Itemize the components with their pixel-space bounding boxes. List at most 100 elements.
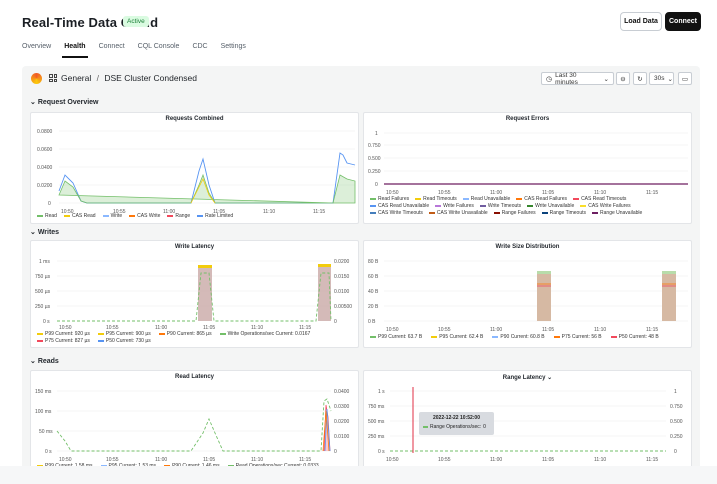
section-title: Writes	[37, 229, 60, 236]
svg-text:0.0300: 0.0300	[334, 404, 350, 410]
refresh-button[interactable]: ↻	[633, 72, 647, 85]
panel-write-size-distribution[interactable]: Write Size Distribution 80 B 60 B 40 B 2…	[363, 240, 692, 348]
chevron-down-icon[interactable]: ⌄	[547, 375, 553, 381]
legend-item[interactable]: Read Timeouts	[415, 196, 457, 202]
grafana-logo-icon[interactable]	[31, 73, 42, 84]
refresh-interval-label: 30s	[654, 75, 665, 82]
panel-write-latency[interactable]: Write Latency 1 ms 750 µs 500 µs 250 µs …	[30, 240, 359, 348]
x-tick: 11:10	[263, 209, 275, 215]
time-range-picker[interactable]: ◷ Last 30 minutes ⌄	[541, 72, 614, 86]
panel-request-errors[interactable]: Request Errors 1 0.750 0.500 0.250 0 10:…	[363, 112, 692, 224]
breadcrumb-folder[interactable]: General	[61, 73, 92, 83]
read-ops-line	[56, 398, 332, 452]
tab-connect[interactable]: Connect	[98, 43, 125, 50]
panel-title: Request Errors	[505, 116, 550, 122]
svg-text:11:15: 11:15	[646, 457, 658, 463]
legend: Read CAS Read Write CAS Write Range Rate…	[37, 213, 233, 219]
svg-text:11:05: 11:05	[203, 457, 215, 463]
tooltip-series: Range Operations/sec:	[430, 424, 482, 430]
tv-mode-button[interactable]: ▭	[678, 72, 692, 85]
legend-item[interactable]: CAS Read Unavailable	[370, 203, 429, 209]
legend-item[interactable]: P75 Current: 827 µs	[37, 338, 90, 344]
load-data-button[interactable]: Load Data	[620, 12, 662, 31]
legend-item[interactable]: CAS Write	[129, 213, 160, 219]
legend-item[interactable]: P50 Current: 48 B	[610, 334, 659, 340]
panel-title: Write Latency	[174, 244, 215, 250]
connect-button[interactable]: Connect	[665, 12, 701, 31]
legend-item[interactable]: CAS Read Timeouts	[573, 196, 626, 202]
svg-text:11:10: 11:10	[251, 325, 263, 331]
y-tick: 0	[48, 201, 51, 207]
section-reads[interactable]: ⌄ Reads	[30, 358, 59, 365]
request-errors-chart: 1 0.750 0.500 0.250 0 10:50 10:55 11:00 …	[368, 131, 688, 196]
latency-bar	[318, 265, 331, 321]
svg-text:10:50: 10:50	[386, 457, 399, 463]
panel-read-latency[interactable]: Read Latency 150 ms 100 ms 50 ms 0 s 0.0…	[30, 370, 359, 480]
legend-item[interactable]: Range	[167, 213, 190, 219]
svg-text:0 B: 0 B	[368, 319, 376, 325]
svg-text:11:05: 11:05	[203, 325, 215, 331]
legend-item[interactable]: CAS Write Timeouts	[370, 210, 423, 216]
legend-item[interactable]: Read Unavailable	[462, 196, 510, 202]
size-bar-top	[662, 271, 676, 274]
section-title: Reads	[37, 358, 59, 365]
panel-title: Requests Combined	[165, 116, 224, 122]
x-tick: 11:05	[213, 209, 225, 215]
refresh-icon: ↻	[637, 75, 643, 83]
legend-item[interactable]: Write Unavailable	[527, 203, 574, 209]
panel-range-latency[interactable]: Range Latency ⌄ 1 s 750 ms 500 ms 250 ms…	[363, 370, 692, 480]
tab-cql-console[interactable]: CQL Console	[137, 43, 180, 50]
tab-health[interactable]: Health	[62, 42, 94, 62]
requests-combined-chart: 0.0800 0.0600 0.0400 0.0200 0 10:50 10:5…	[37, 129, 356, 215]
legend-item[interactable]: CAS Write Unavailable	[428, 210, 488, 216]
series-line-write	[58, 152, 356, 204]
legend-item[interactable]: Rate Limited	[197, 213, 233, 219]
panel-requests-combined[interactable]: Requests Combined 0.0800 0.0600 0.0400 0…	[30, 112, 359, 224]
svg-text:11:10: 11:10	[594, 327, 606, 333]
section-writes[interactable]: ⌄ Writes	[30, 229, 60, 236]
legend-item[interactable]: Write Operations/sec Current: 0.0167	[219, 331, 310, 337]
zoom-out-button[interactable]: ⊖	[616, 72, 630, 85]
legend-item[interactable]: P90 Current: 60.8 B	[492, 334, 545, 340]
range-latency-chart: 1 s 750 ms 500 ms 250 ms 0 s 1 0.750 0.5…	[368, 387, 683, 463]
legend-item[interactable]: Read Failures	[370, 196, 409, 202]
legend-item[interactable]: P99 Current: 920 µs	[37, 331, 90, 337]
legend-item[interactable]: P50 Current: 730 µs	[97, 338, 151, 344]
legend-item[interactable]: CAS Read Failures	[516, 196, 567, 202]
tab-cdc[interactable]: CDC	[192, 43, 208, 50]
breadcrumb-dashboard[interactable]: DSE Cluster Condensed	[104, 73, 197, 83]
svg-text:0.250: 0.250	[670, 434, 683, 440]
section-request-overview[interactable]: ⌄ Request Overview	[30, 99, 99, 106]
legend-item[interactable]: P90 Current: 865 µs	[158, 331, 212, 337]
legend-item[interactable]: P75 Current: 56 B	[553, 334, 602, 340]
legend-item[interactable]: Write Failures	[435, 203, 474, 209]
legend-item[interactable]: CAS Read	[63, 213, 96, 219]
svg-text:500 ms: 500 ms	[368, 419, 385, 425]
legend-item[interactable]: P95 Current: 900 µs	[97, 331, 151, 337]
svg-text:0: 0	[375, 182, 378, 188]
legend-item[interactable]: CAS Write Failures	[580, 203, 631, 209]
legend-item[interactable]: Range Failures	[493, 210, 536, 216]
tab-bar: Overview Health Connect CQL Console CDC …	[22, 42, 259, 62]
svg-text:11:15: 11:15	[646, 327, 658, 333]
chevron-down-icon: ⌄	[667, 75, 673, 83]
page-footer-strip	[0, 466, 717, 484]
tab-settings[interactable]: Settings	[220, 43, 246, 50]
svg-text:0.00500: 0.00500	[334, 304, 352, 310]
tab-overview[interactable]: Overview	[22, 43, 52, 50]
svg-text:11:00: 11:00	[155, 457, 167, 463]
svg-text:1: 1	[375, 131, 378, 137]
legend-item[interactable]: Write	[102, 213, 122, 219]
panel-title: Read Latency	[174, 374, 214, 380]
svg-text:11:10: 11:10	[594, 457, 606, 463]
svg-text:0.250: 0.250	[368, 169, 381, 175]
legend-item[interactable]: P99 Current: 63.7 B	[370, 334, 422, 340]
legend-item[interactable]: Range Timeouts	[541, 210, 586, 216]
legend-item[interactable]: Range Unavailable	[592, 210, 642, 216]
svg-text:10:55: 10:55	[106, 325, 119, 331]
legend-item[interactable]: Read	[37, 213, 57, 219]
refresh-interval-picker[interactable]: 30s ⌄	[649, 72, 674, 85]
legend-item[interactable]: Write Timeouts	[479, 203, 521, 209]
x-tick: 10:55	[113, 209, 126, 215]
legend-item[interactable]: P95 Current: 62.4 B	[431, 334, 483, 340]
